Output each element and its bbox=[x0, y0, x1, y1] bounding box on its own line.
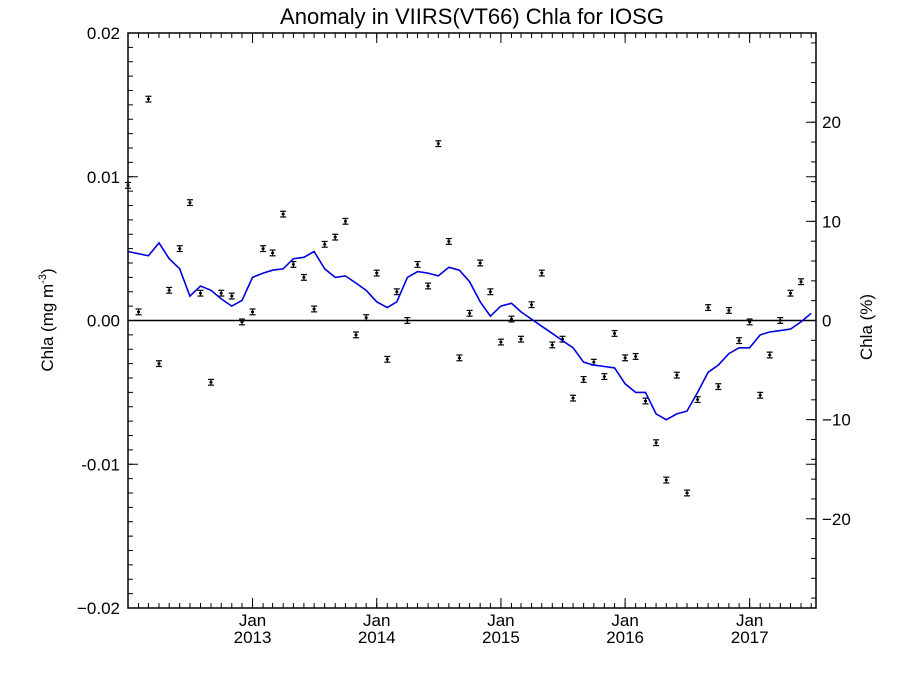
data-point bbox=[642, 397, 649, 405]
data-point bbox=[384, 355, 391, 363]
data-point bbox=[445, 237, 452, 245]
data-point bbox=[466, 309, 473, 317]
y-tick-label: 0.02 bbox=[87, 24, 120, 43]
x-tick-label-year: 2013 bbox=[234, 628, 272, 647]
data-point bbox=[673, 371, 680, 379]
data-point bbox=[166, 286, 173, 294]
data-point bbox=[393, 288, 400, 296]
data-point bbox=[290, 260, 297, 268]
data-point bbox=[528, 301, 535, 309]
data-point bbox=[300, 273, 307, 281]
data-point bbox=[570, 394, 577, 402]
y2-tick-label: −20 bbox=[822, 510, 851, 529]
data-point bbox=[653, 439, 660, 447]
data-point bbox=[580, 375, 587, 383]
data-point bbox=[746, 318, 753, 326]
x-tick-label-year: 2016 bbox=[606, 628, 644, 647]
data-point bbox=[435, 140, 442, 148]
data-point bbox=[352, 331, 359, 339]
y-tick-label: −0.02 bbox=[77, 599, 120, 618]
data-point bbox=[684, 489, 691, 497]
data-point bbox=[456, 354, 463, 362]
data-point bbox=[311, 305, 318, 313]
data-point bbox=[186, 199, 193, 207]
data-point bbox=[404, 317, 411, 324]
data-point bbox=[425, 282, 432, 290]
y2-tick-label: 0 bbox=[822, 312, 831, 331]
y-axis-label: Chla (mg m-3) bbox=[37, 268, 57, 371]
y2-tick-label: −10 bbox=[822, 411, 851, 430]
data-point bbox=[414, 260, 421, 268]
trend-line bbox=[127, 241, 812, 421]
y2-axis-label: Chla (%) bbox=[857, 294, 876, 360]
data-point bbox=[787, 289, 794, 297]
data-point bbox=[249, 308, 256, 316]
data-point bbox=[601, 373, 608, 381]
data-point bbox=[145, 95, 152, 103]
chart-title: Anomaly in VIIRS(VT66) Chla for IOSG bbox=[280, 4, 664, 29]
data-point bbox=[705, 304, 712, 312]
data-point bbox=[197, 289, 204, 297]
y-tick-label: -0.01 bbox=[81, 455, 120, 474]
data-point bbox=[497, 338, 504, 346]
data-point bbox=[622, 354, 629, 362]
data-point bbox=[321, 240, 328, 248]
x-tick-label-month: Jan bbox=[736, 611, 763, 630]
data-point bbox=[736, 337, 743, 345]
x-tick-label-month: Jan bbox=[239, 611, 266, 630]
data-point bbox=[487, 288, 494, 296]
data-point bbox=[280, 210, 287, 218]
y-tick-label: 0.01 bbox=[87, 168, 120, 187]
data-point bbox=[155, 360, 162, 368]
x-tick-label-month: Jan bbox=[363, 611, 390, 630]
data-point bbox=[725, 306, 732, 314]
plot-frame bbox=[127, 32, 817, 609]
y-tick-label: 0.00 bbox=[87, 312, 120, 331]
x-tick-label-year: 2017 bbox=[731, 628, 769, 647]
data-point bbox=[260, 245, 267, 253]
data-point bbox=[538, 269, 545, 277]
data-point bbox=[777, 317, 784, 324]
data-point bbox=[517, 335, 524, 343]
data-point bbox=[632, 352, 639, 360]
data-point bbox=[228, 292, 235, 300]
x-tick-label-month: Jan bbox=[487, 611, 514, 630]
data-point bbox=[363, 314, 370, 322]
y2-tick-label: 10 bbox=[822, 212, 841, 231]
data-point bbox=[208, 378, 215, 386]
y-axis-label-superscript: -3 bbox=[37, 274, 49, 284]
data-point bbox=[176, 245, 183, 253]
data-point bbox=[477, 259, 484, 267]
data-point bbox=[715, 383, 722, 391]
data-point bbox=[798, 278, 805, 286]
data-point bbox=[373, 269, 380, 277]
data-point bbox=[663, 476, 670, 484]
data-point bbox=[218, 289, 225, 297]
data-point bbox=[757, 391, 764, 399]
x-tick-label-month: Jan bbox=[611, 611, 638, 630]
data-point bbox=[766, 351, 773, 359]
x-tick-label-year: 2015 bbox=[482, 628, 520, 647]
data-point bbox=[549, 341, 556, 349]
y2-tick-label: 20 bbox=[822, 113, 841, 132]
data-point bbox=[332, 233, 339, 241]
data-point bbox=[269, 249, 276, 257]
data-point bbox=[611, 329, 618, 337]
data-point bbox=[342, 217, 349, 225]
data-point bbox=[508, 315, 515, 323]
data-point bbox=[238, 318, 245, 326]
data-point bbox=[135, 308, 142, 316]
x-tick-label-year: 2014 bbox=[358, 628, 396, 647]
